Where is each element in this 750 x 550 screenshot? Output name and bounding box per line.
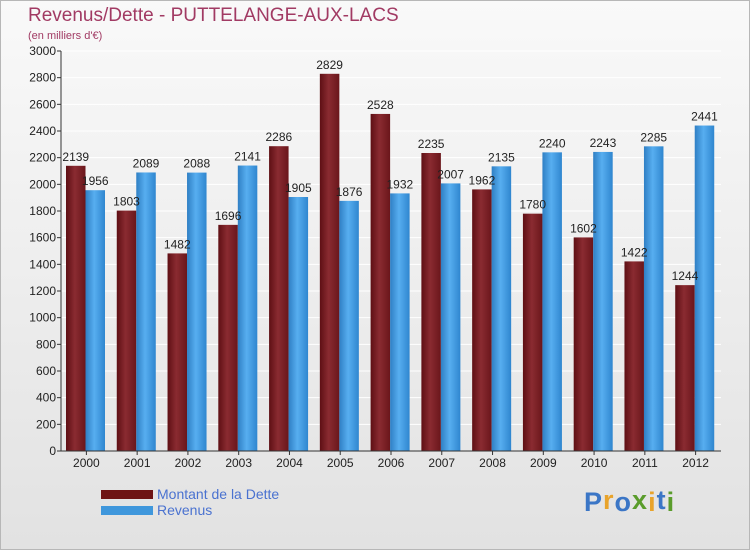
x-tick-label: 2003 [225, 456, 252, 470]
bar-dette [472, 189, 492, 451]
bar-revenus [390, 193, 410, 451]
data-label-dette: 1962 [469, 173, 496, 187]
y-tick-label: 2000 [29, 177, 56, 191]
chart-subtitle: (en milliers d'€) [28, 30, 103, 42]
data-label-dette: 1602 [570, 221, 597, 235]
y-tick-label: 1600 [29, 231, 56, 245]
data-label-dette: 1696 [215, 209, 242, 223]
data-label-dette: 1803 [113, 195, 140, 209]
proxiti-logo: Proxiti [584, 485, 676, 517]
y-tick-label: 1000 [29, 311, 56, 325]
y-tick-label: 200 [36, 417, 56, 431]
bar-dette [522, 213, 543, 451]
y-tick-label: 0 [49, 444, 56, 458]
bar-dette [167, 253, 188, 451]
x-tick-label: 2012 [682, 456, 709, 470]
data-label-revenus: 2240 [539, 136, 566, 150]
x-tick-label: 2011 [632, 456, 658, 470]
bar-dette [573, 237, 594, 451]
y-tick-label: 1200 [29, 284, 56, 298]
data-label-revenus: 2141 [234, 150, 261, 164]
data-label-revenus: 1876 [336, 185, 363, 199]
data-label-dette: 1422 [621, 245, 648, 259]
y-tick-label: 2400 [29, 124, 56, 138]
bar-revenus [85, 190, 105, 451]
bar-dette [319, 73, 340, 452]
x-tick-label: 2007 [428, 456, 455, 470]
y-tick-label: 2200 [29, 151, 56, 165]
data-label-dette: 2139 [62, 150, 89, 164]
y-tick-label: 2800 [29, 71, 56, 85]
legend-swatch-dette [101, 490, 153, 499]
bar-dette [675, 285, 695, 451]
bar-revenus [643, 146, 664, 452]
data-label-revenus: 2088 [183, 157, 210, 171]
x-tick-label: 2010 [581, 456, 608, 470]
bar-revenus [491, 166, 512, 452]
data-label-revenus: 2089 [133, 156, 160, 170]
bar-revenus [542, 152, 562, 452]
x-tick-label: 2006 [378, 456, 405, 470]
data-label-revenus: 1932 [387, 177, 414, 191]
legend-label-revenus: Revenus [157, 502, 213, 518]
x-tick-label: 2002 [175, 456, 202, 470]
data-label-revenus: 2285 [640, 130, 667, 144]
y-tick-label: 600 [36, 364, 56, 378]
bar-dette [421, 153, 441, 451]
legend-swatch-revenus [101, 506, 153, 515]
data-label-dette: 2829 [316, 58, 343, 72]
y-tick-label: 400 [36, 391, 56, 405]
x-tick-label: 2001 [124, 456, 151, 470]
legend-label-dette: Montant de la Dette [157, 486, 280, 502]
data-label-dette: 2286 [265, 130, 292, 144]
bar-dette [66, 165, 86, 452]
x-tick-label: 2009 [530, 456, 557, 470]
bar-revenus [339, 200, 359, 451]
bar-revenus [694, 125, 715, 452]
y-tick-label: 1800 [29, 204, 56, 218]
y-tick-label: 2600 [29, 97, 56, 111]
bar-revenus [440, 183, 461, 451]
data-label-dette: 1482 [164, 237, 191, 251]
data-label-dette: 1780 [519, 198, 546, 212]
bar-dette [370, 113, 391, 451]
data-label-revenus: 2441 [691, 110, 718, 124]
x-tick-label: 2005 [327, 456, 354, 470]
bar-revenus [237, 165, 258, 452]
data-label-dette: 2528 [367, 98, 394, 112]
y-tick-label: 800 [36, 337, 56, 351]
bar-dette [624, 261, 644, 451]
bar-revenus [136, 172, 156, 451]
bar-revenus [288, 197, 309, 451]
bar-dette [269, 146, 289, 451]
bar-revenus [187, 172, 207, 451]
chart-title: Revenus/Dette - PUTTELANGE-AUX-LACS [28, 5, 399, 26]
bar-revenus [593, 151, 613, 451]
data-label-revenus: 1956 [82, 174, 109, 188]
data-label-revenus: 2007 [437, 167, 464, 181]
y-tick-label: 3000 [29, 44, 56, 58]
y-tick-label: 1400 [29, 257, 56, 271]
x-tick-label: 2004 [276, 456, 303, 470]
bar-dette [116, 210, 137, 451]
data-label-revenus: 2135 [488, 150, 515, 164]
data-label-dette: 2235 [418, 137, 445, 151]
x-tick-label: 2000 [73, 456, 100, 470]
bar-dette [218, 224, 238, 451]
data-label-revenus: 2243 [590, 136, 617, 150]
x-tick-label: 2008 [479, 456, 506, 470]
data-label-revenus: 1905 [285, 181, 312, 195]
data-label-dette: 1244 [672, 269, 699, 283]
